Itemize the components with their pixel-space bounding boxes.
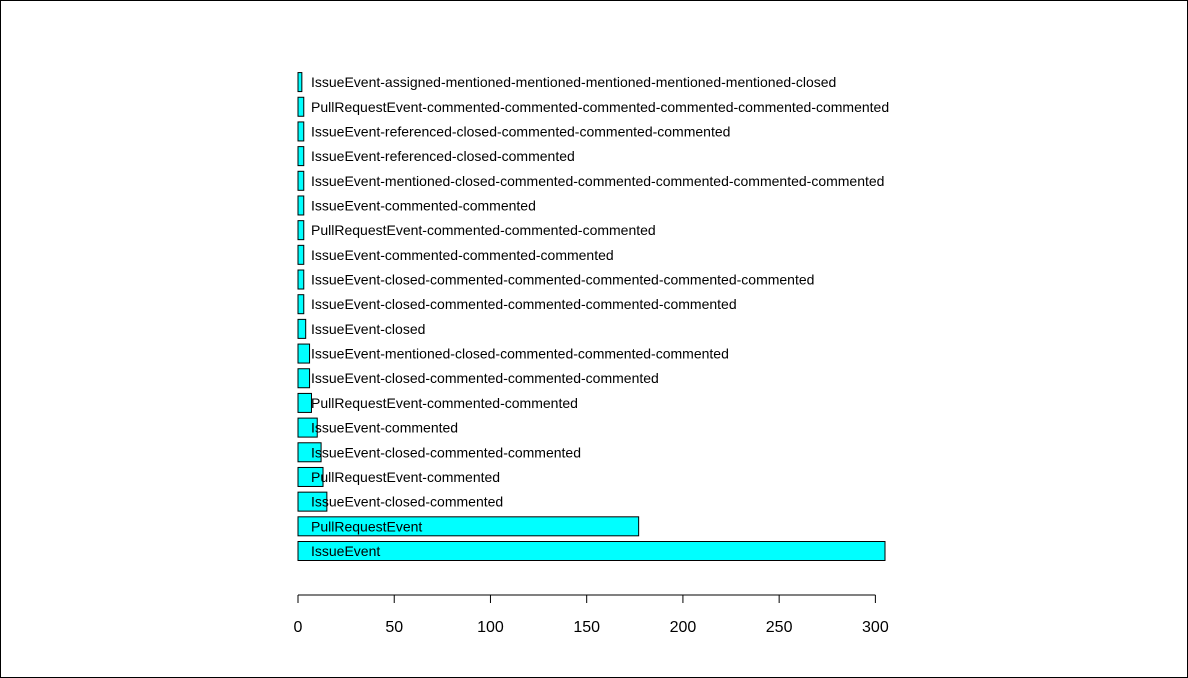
bar [297, 466, 324, 487]
bar [297, 220, 305, 241]
bar [297, 269, 305, 290]
bar [297, 294, 305, 315]
x-tick-label: 150 [573, 619, 600, 636]
bar-label: PullRequestEvent-commented-commented-com… [311, 99, 889, 115]
x-tick-label: 50 [385, 619, 403, 636]
x-tick-label: 200 [670, 619, 697, 636]
bar-label: IssueEvent-closed-commented-commented-co… [311, 272, 814, 288]
bar-label: PullRequestEvent-commented [311, 469, 500, 485]
bar-label: IssueEvent-closed-commented-commented-co… [311, 370, 659, 386]
bar-label: IssueEvent-referenced-closed-commented-c… [311, 123, 730, 139]
bar-label: PullRequestEvent-commented-commented [311, 395, 578, 411]
bar [297, 72, 303, 93]
bar-label: IssueEvent-mentioned-closed-commented-co… [311, 173, 884, 189]
bars-layer [297, 72, 886, 561]
bar-label: IssueEvent-commented [311, 420, 458, 436]
x-axis: 0 50 100 150 200 250 300 [294, 594, 889, 636]
bar-label: PullRequestEvent-commented-commented-com… [311, 222, 656, 238]
x-tick-label: 100 [477, 619, 504, 636]
bar [297, 96, 305, 117]
bar [297, 516, 640, 537]
bar-label: IssueEvent-assigned-mentioned-mentioned-… [311, 74, 836, 90]
bar-label: IssueEvent-closed-commented [311, 494, 503, 510]
bar-label: IssueEvent-mentioned-closed-commented-co… [311, 346, 729, 362]
bar [297, 392, 312, 413]
bar [297, 170, 305, 191]
bar [297, 491, 328, 512]
bar [297, 343, 311, 364]
bar-label: IssueEvent-referenced-closed-commented [311, 148, 575, 164]
bar-labels-layer: IssueEvent PullRequestEvent IssueEvent-clo… [311, 74, 889, 559]
bar-label: IssueEvent-commented-commented [311, 197, 536, 213]
bar [297, 368, 311, 389]
bar-label: IssueEvent [311, 543, 380, 559]
bar-label: IssueEvent-closed-commented-commented [311, 444, 581, 460]
bar [297, 442, 322, 463]
bar-label: IssueEvent-closed-commented-commented-co… [311, 296, 737, 312]
x-tick-label: 300 [862, 619, 889, 636]
bar [297, 121, 305, 142]
x-tick-label: 0 [294, 619, 303, 636]
bar-label: PullRequestEvent [311, 518, 422, 534]
bar [297, 417, 318, 438]
bar [297, 146, 305, 167]
x-tick-label: 250 [766, 619, 793, 636]
bar [297, 541, 886, 561]
bar-label: IssueEvent-closed [311, 321, 425, 337]
bar [297, 318, 307, 339]
bar [297, 195, 305, 216]
bar [297, 244, 305, 265]
bar-label: IssueEvent-commented-commented-commented [311, 247, 614, 263]
